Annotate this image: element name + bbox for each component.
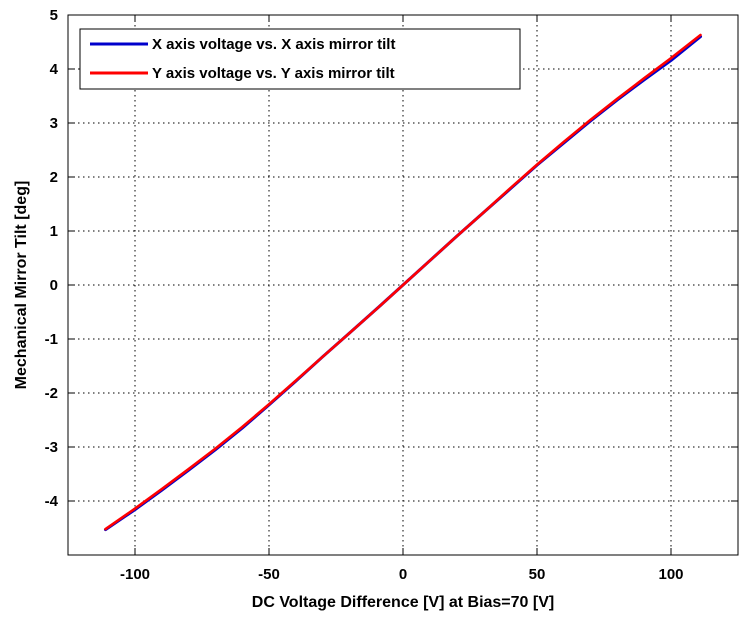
y-tick-label: -3 [45,439,58,456]
legend-label-x-axis: X axis voltage vs. X axis mirror tilt [152,36,395,53]
y-tick-label: 3 [50,115,58,132]
y-tick-label: -4 [45,493,59,510]
y-axis-label: Mechanical Mirror Tilt [deg] [13,181,30,390]
y-tick-label: -1 [45,331,58,348]
x-tick-label: -100 [120,566,150,583]
x-tick-labels: -100 -50 0 50 100 [120,566,684,583]
x-axis-label: DC Voltage Difference [V] at Bias=70 [V] [252,594,554,611]
legend-box [79,28,521,90]
x-tick-label: -50 [258,566,280,583]
y-tick-label: 4 [50,61,59,78]
series-line-y-axis [104,33,702,531]
y-tick-label: 0 [50,277,58,294]
y-tick-labels: -4 -3 -2 -1 0 1 2 3 4 5 [45,7,59,510]
x-tick-label: 0 [399,566,407,583]
y-tick-label: 5 [50,7,58,24]
y-tick-label: 1 [50,223,58,240]
y-tick-label: -2 [45,385,58,402]
series-lines [104,33,702,532]
axis-ticks [68,14,738,555]
x-tick-label: 100 [658,566,683,583]
legend: X axis voltage vs. X axis mirror tilt Y … [79,28,521,90]
y-tick-label: 2 [50,169,58,186]
legend-label-y-axis: Y axis voltage vs. Y axis mirror tilt [152,65,395,82]
x-tick-label: 50 [529,566,546,583]
